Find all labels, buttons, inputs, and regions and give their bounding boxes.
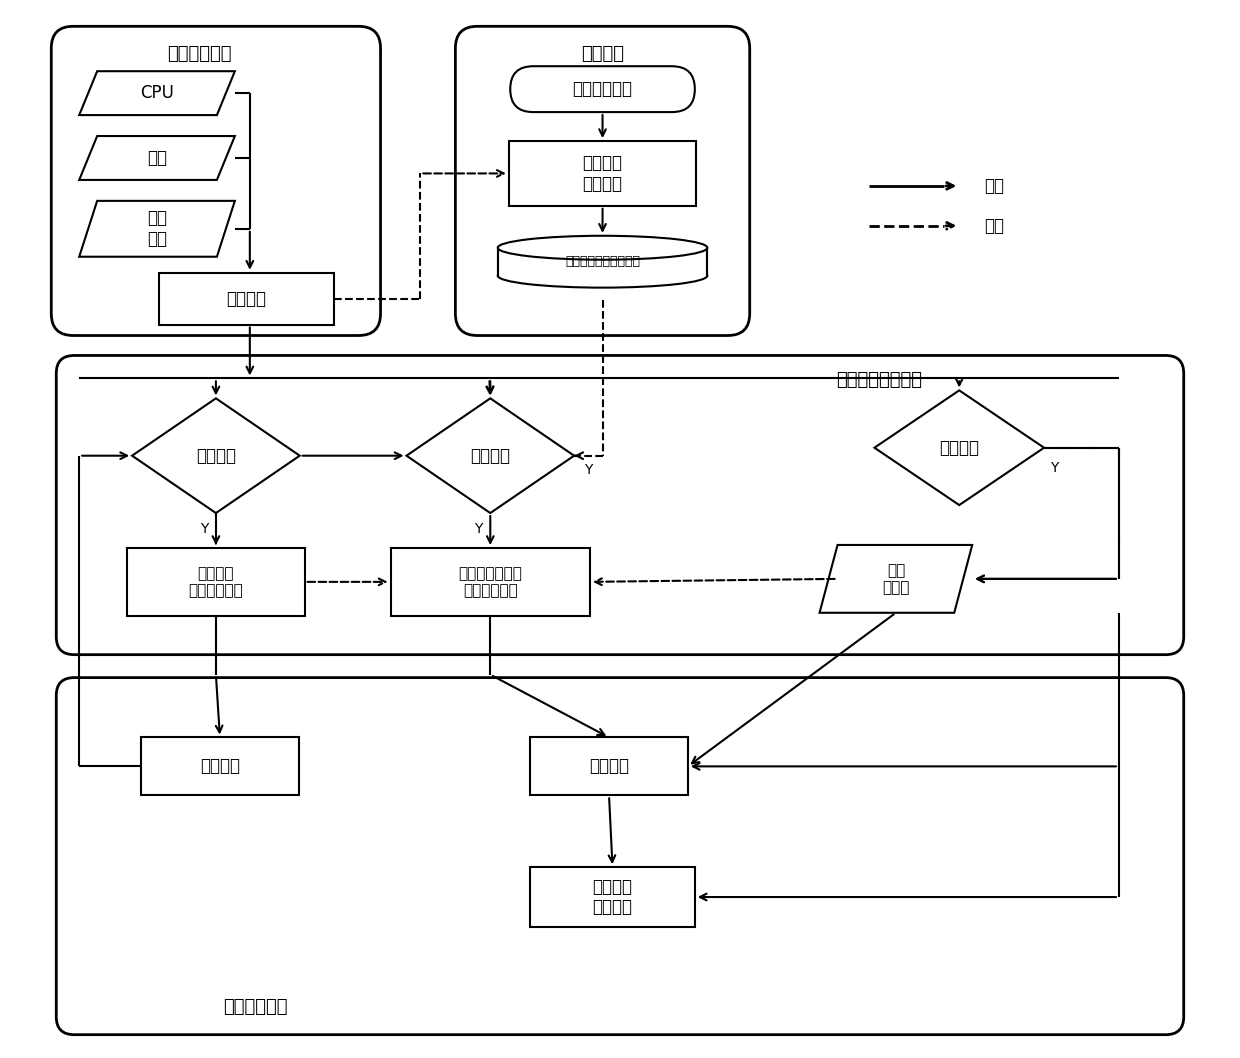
Text: 线程管理模块: 线程管理模块 xyxy=(223,998,288,1016)
Bar xyxy=(128,548,305,616)
Text: 内存: 内存 xyxy=(148,149,167,167)
Bar xyxy=(531,868,694,927)
Polygon shape xyxy=(407,399,574,513)
Text: 线程销毁: 线程销毁 xyxy=(200,758,239,776)
Ellipse shape xyxy=(497,236,707,259)
FancyBboxPatch shape xyxy=(56,355,1184,655)
Text: 训练模块: 训练模块 xyxy=(582,45,624,63)
Text: 资源监控模块: 资源监控模块 xyxy=(167,45,232,63)
Text: Y: Y xyxy=(584,462,593,477)
Text: 任务完成
线程回收: 任务完成 线程回收 xyxy=(593,878,632,916)
FancyBboxPatch shape xyxy=(510,67,694,112)
Bar xyxy=(391,548,590,616)
Text: 资源监控: 资源监控 xyxy=(227,290,267,308)
FancyBboxPatch shape xyxy=(56,677,1184,1035)
Text: Y: Y xyxy=(200,522,208,536)
Polygon shape xyxy=(79,136,234,180)
Text: Y: Y xyxy=(1050,460,1058,475)
Bar xyxy=(159,273,334,325)
Bar xyxy=(508,141,697,206)
Bar xyxy=(497,248,707,276)
Text: 线程数量确定模块: 线程数量确定模块 xyxy=(836,371,923,389)
Text: 流程: 流程 xyxy=(985,177,1004,195)
Text: 资源空闲: 资源空闲 xyxy=(470,446,511,464)
Text: 占用瓶颈
资源线程选择: 占用瓶颈 资源线程选择 xyxy=(188,566,243,598)
Bar xyxy=(141,737,299,796)
Ellipse shape xyxy=(497,263,707,288)
Text: 资源使用
量化训练: 资源使用 量化训练 xyxy=(583,154,622,193)
Text: 任务等待: 任务等待 xyxy=(939,439,980,457)
Text: 数据: 数据 xyxy=(985,217,1004,235)
Bar xyxy=(531,737,688,796)
Text: Y: Y xyxy=(474,522,482,536)
Text: 资源瓶颈: 资源瓶颈 xyxy=(196,446,236,464)
Text: 线程创建: 线程创建 xyxy=(589,758,629,776)
Text: 磁盘
读写: 磁盘 读写 xyxy=(148,209,167,249)
FancyBboxPatch shape xyxy=(455,26,750,335)
Polygon shape xyxy=(874,390,1044,505)
Text: 可新增各类任务
线程数量确定: 可新增各类任务 线程数量确定 xyxy=(459,566,522,598)
Polygon shape xyxy=(79,71,234,115)
Text: CPU: CPU xyxy=(140,85,174,103)
Text: 新来任务类型: 新来任务类型 xyxy=(573,80,632,98)
Polygon shape xyxy=(820,545,972,613)
FancyBboxPatch shape xyxy=(51,26,381,335)
Text: 资源使用量化数据存储: 资源使用量化数据存储 xyxy=(565,255,640,269)
Polygon shape xyxy=(79,201,234,257)
Text: 任务
队列库: 任务 队列库 xyxy=(882,563,910,595)
Polygon shape xyxy=(133,399,300,513)
